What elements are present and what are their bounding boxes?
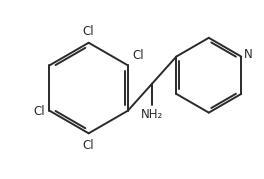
Text: Cl: Cl [33,105,45,118]
Text: Cl: Cl [83,25,95,38]
Text: N: N [244,48,253,61]
Text: Cl: Cl [133,49,144,62]
Text: Cl: Cl [83,139,95,152]
Text: NH₂: NH₂ [141,108,163,121]
